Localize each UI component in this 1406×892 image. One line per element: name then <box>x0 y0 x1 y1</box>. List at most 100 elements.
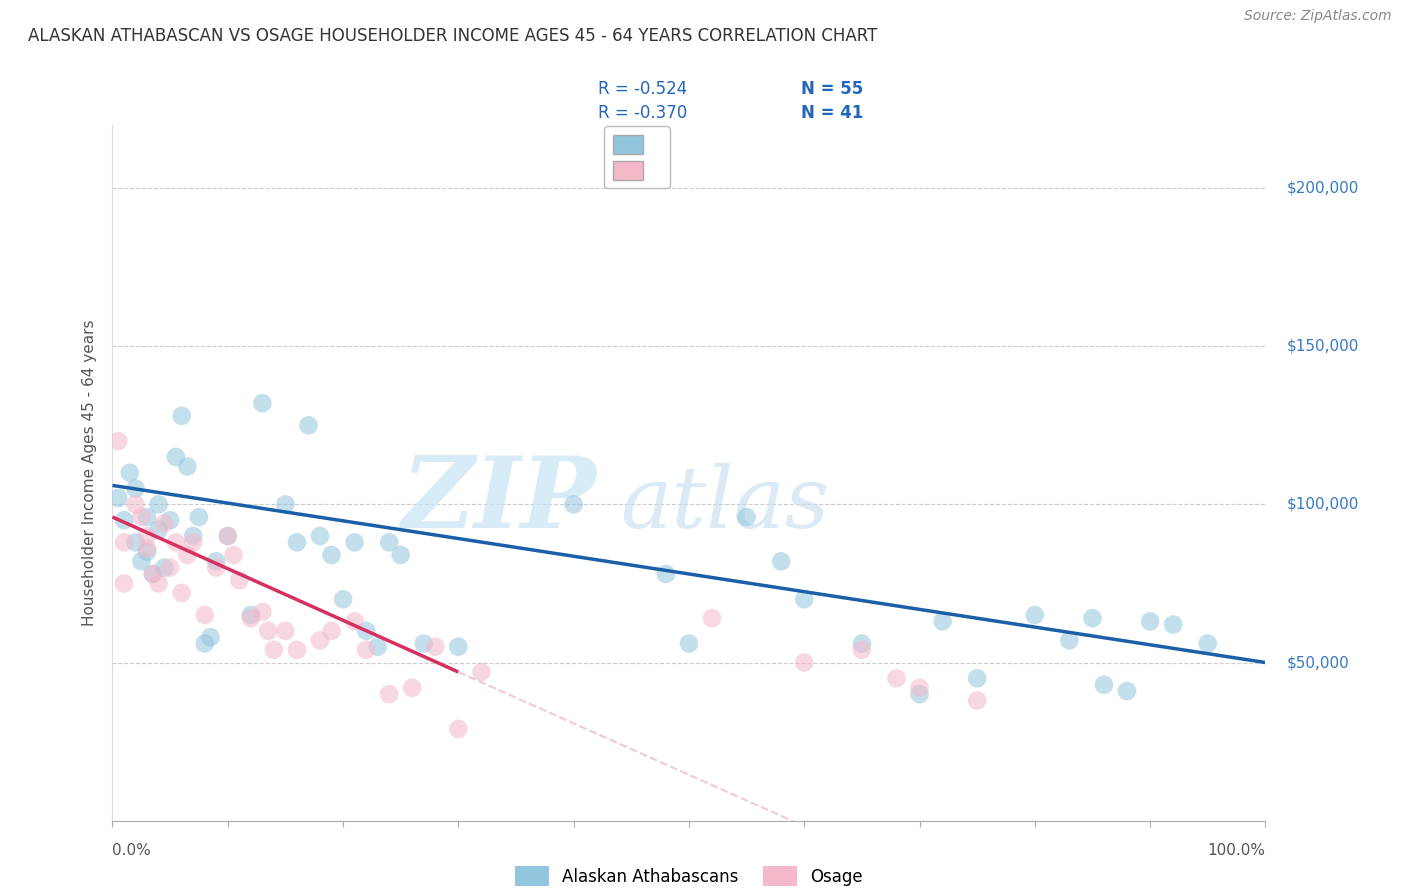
Point <box>851 636 873 650</box>
Point <box>136 510 159 524</box>
Point <box>159 560 181 574</box>
Point <box>181 535 204 549</box>
Point <box>321 548 343 562</box>
Point <box>257 624 280 638</box>
Point <box>194 608 217 623</box>
Point <box>124 497 146 511</box>
Point <box>112 535 135 549</box>
Point <box>194 636 217 650</box>
Point <box>285 643 308 657</box>
Point <box>153 560 176 574</box>
Text: $50,000: $50,000 <box>1286 655 1350 670</box>
Text: N = 41: N = 41 <box>801 104 863 122</box>
Point <box>931 615 953 629</box>
Point <box>274 624 297 638</box>
Text: 100.0%: 100.0% <box>1208 843 1265 858</box>
Point <box>562 497 585 511</box>
Point <box>793 656 815 670</box>
Point <box>107 491 129 505</box>
Point <box>309 633 332 648</box>
Point <box>966 671 988 685</box>
Point <box>181 529 204 543</box>
Text: $200,000: $200,000 <box>1286 181 1358 195</box>
Point <box>378 535 401 549</box>
Text: R = -0.370: R = -0.370 <box>598 104 686 122</box>
Point <box>908 681 931 695</box>
Point <box>700 611 723 625</box>
Point <box>908 687 931 701</box>
Point <box>187 510 211 524</box>
Point <box>136 541 159 556</box>
Point <box>321 624 343 638</box>
Point <box>148 523 170 537</box>
Point <box>165 535 187 549</box>
Point <box>176 459 198 474</box>
Text: $150,000: $150,000 <box>1286 339 1358 354</box>
Point <box>447 640 470 654</box>
Point <box>239 611 262 625</box>
Point <box>274 497 297 511</box>
Point <box>1116 684 1139 698</box>
Point <box>297 418 319 433</box>
Point <box>136 545 159 559</box>
Point <box>124 535 146 549</box>
Point <box>205 554 228 568</box>
Point <box>343 615 366 629</box>
Point <box>148 576 170 591</box>
Point <box>770 554 793 568</box>
Text: 0.0%: 0.0% <box>112 843 152 858</box>
Point <box>655 566 678 581</box>
Point <box>107 434 129 449</box>
Point <box>401 681 423 695</box>
Point <box>252 605 274 619</box>
Text: N = 55: N = 55 <box>801 80 863 98</box>
Point <box>309 529 332 543</box>
Point <box>252 396 274 410</box>
Point <box>447 722 470 736</box>
Point <box>1139 615 1161 629</box>
Point <box>217 529 239 543</box>
Point <box>285 535 308 549</box>
Point <box>367 640 389 654</box>
Point <box>142 566 165 581</box>
Point <box>425 640 447 654</box>
Point <box>153 516 176 531</box>
Point <box>1092 678 1115 692</box>
Point <box>112 576 135 591</box>
Point <box>112 513 135 527</box>
Point <box>354 624 377 638</box>
Point <box>1161 617 1184 632</box>
Point <box>343 535 366 549</box>
Point <box>136 529 159 543</box>
Text: ZIP: ZIP <box>402 452 596 549</box>
Point <box>378 687 401 701</box>
Text: ALASKAN ATHABASCAN VS OSAGE HOUSEHOLDER INCOME AGES 45 - 64 YEARS CORRELATION CH: ALASKAN ATHABASCAN VS OSAGE HOUSEHOLDER … <box>28 27 877 45</box>
Y-axis label: Householder Income Ages 45 - 64 years: Householder Income Ages 45 - 64 years <box>82 319 97 626</box>
Point <box>1024 608 1046 623</box>
Text: Source: ZipAtlas.com: Source: ZipAtlas.com <box>1244 9 1392 23</box>
Point <box>142 566 165 581</box>
Text: $100,000: $100,000 <box>1286 497 1358 512</box>
Point <box>263 643 285 657</box>
Point <box>200 630 222 644</box>
Point <box>1081 611 1104 625</box>
Point <box>222 548 245 562</box>
Point <box>886 671 908 685</box>
Point <box>851 643 873 657</box>
Point <box>389 548 412 562</box>
Point <box>129 554 153 568</box>
Point <box>170 409 193 423</box>
Point <box>165 450 187 464</box>
Text: atlas: atlas <box>620 463 830 545</box>
Point <box>966 693 988 707</box>
Text: R = -0.524: R = -0.524 <box>598 80 686 98</box>
Point <box>124 482 146 496</box>
Point <box>118 466 141 480</box>
Point <box>176 548 198 562</box>
Point <box>217 529 239 543</box>
Point <box>354 643 377 657</box>
Point <box>678 636 700 650</box>
Point <box>332 592 354 607</box>
Point <box>170 586 193 600</box>
Point <box>412 636 434 650</box>
